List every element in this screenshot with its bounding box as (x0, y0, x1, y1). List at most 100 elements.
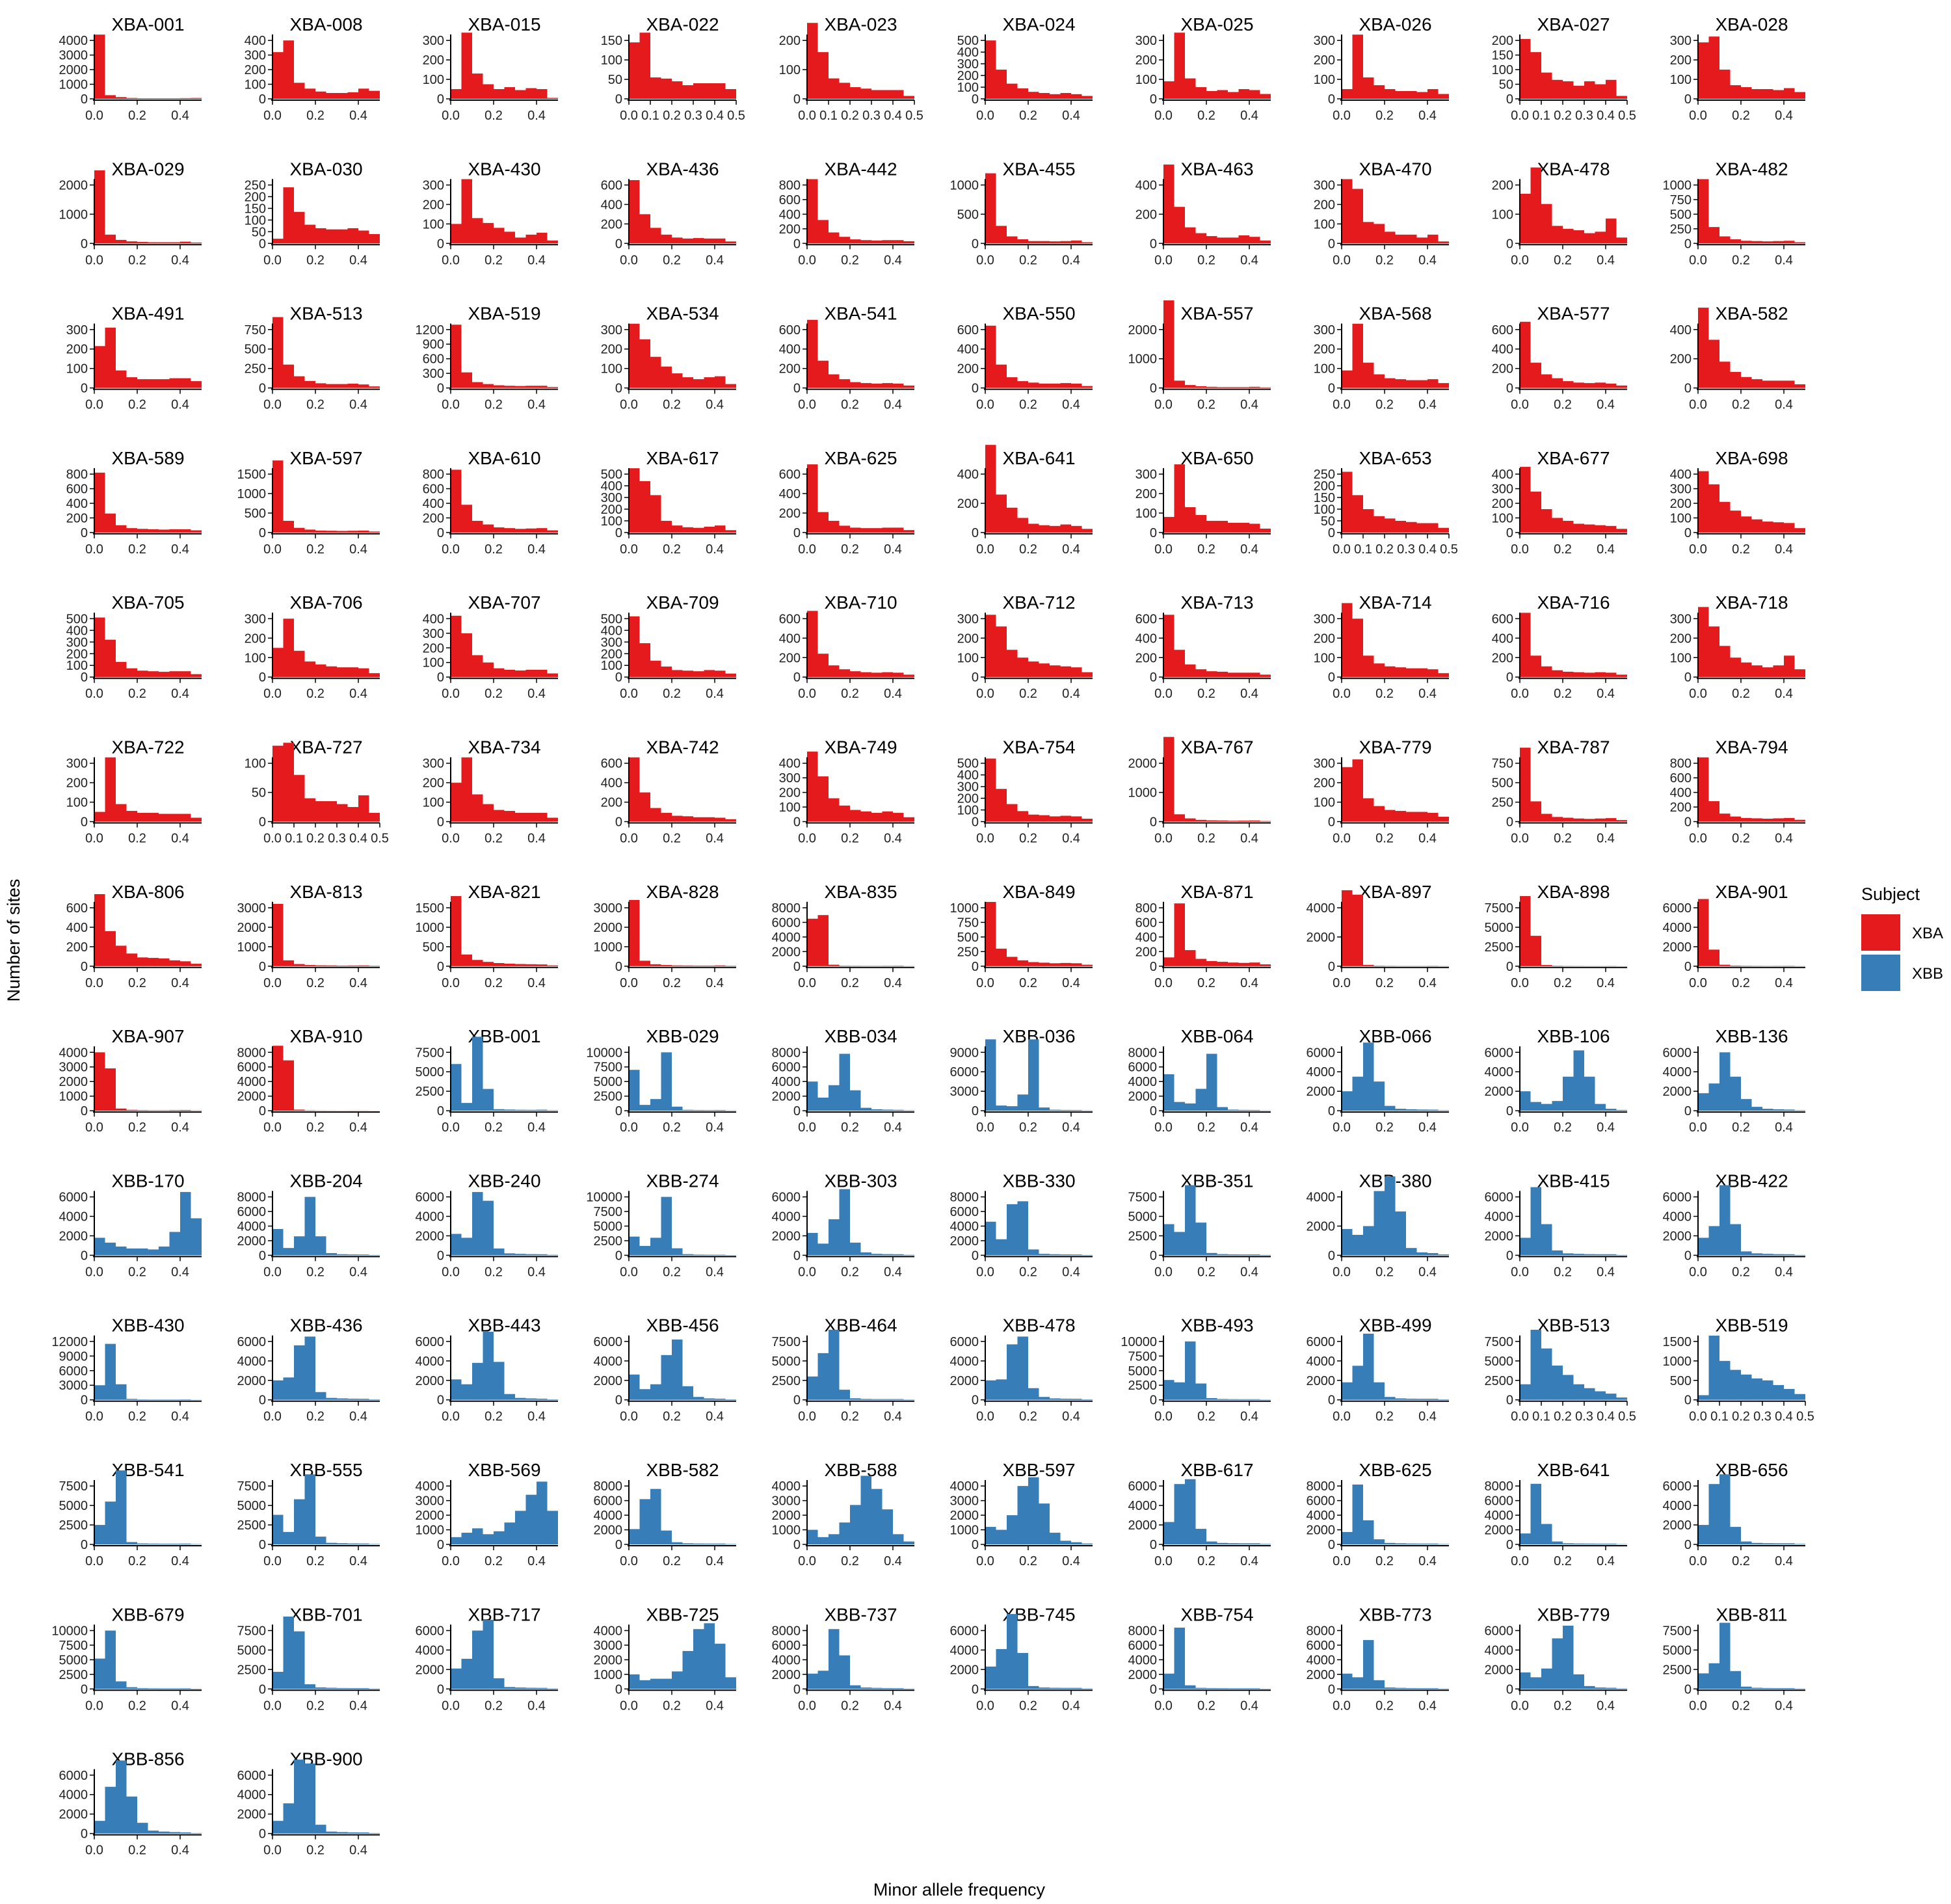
y-tick-label: 4000 (1485, 1065, 1514, 1079)
legend-title: Subject (1861, 884, 1920, 904)
histogram-bar (996, 1648, 1007, 1689)
y-tick-label: 200 (66, 647, 88, 661)
y-tick-label: 3000 (950, 1494, 979, 1509)
histogram-bar (1228, 237, 1239, 244)
histogram-bar (191, 381, 202, 388)
histogram-bar (326, 1687, 337, 1689)
x-tick-label: 0.2 (841, 1265, 859, 1279)
histogram-bar (294, 211, 305, 244)
histogram-bar (1616, 1397, 1627, 1400)
histogram-bar (1385, 666, 1396, 678)
histogram-bar (515, 1687, 526, 1689)
y-tick-label: 2500 (1485, 1374, 1514, 1388)
x-tick-label: 0.4 (1597, 1410, 1615, 1424)
x-tick-label: 0.2 (1732, 542, 1750, 557)
histogram-bar (1195, 233, 1206, 244)
x-tick-label: 0.4 (884, 976, 902, 990)
x-tick-label: 0.2 (1019, 687, 1037, 701)
histogram-bar (1427, 379, 1439, 388)
histogram-bar (1342, 767, 1353, 822)
histogram-bar (94, 617, 105, 678)
histogram-bar (547, 530, 558, 533)
histogram-bar (1363, 1640, 1374, 1689)
histogram-bar (903, 530, 914, 533)
y-tick-label: 0 (1684, 237, 1692, 251)
histogram-bar (1741, 662, 1752, 678)
histogram-bar (1174, 464, 1185, 533)
histogram-bar (347, 807, 358, 822)
histogram-bar (272, 317, 284, 388)
histogram-bar (315, 1236, 326, 1256)
histogram-bar (1427, 1109, 1439, 1111)
panel-title: XBA-710 (824, 592, 897, 613)
y-tick-label: 400 (66, 624, 88, 638)
x-tick-label: 0.4 (884, 1554, 902, 1568)
histogram-bar (839, 669, 850, 678)
y-tick-label: 500 (245, 507, 266, 521)
histogram-bar (1017, 88, 1028, 99)
x-tick-label: 0.0 (1154, 1265, 1173, 1279)
histogram-bar (725, 384, 736, 388)
x-tick-label: 0.2 (128, 1699, 146, 1713)
histogram-bar (1060, 666, 1071, 678)
x-tick-label: 0.2 (128, 1554, 146, 1568)
histogram-bar (337, 93, 348, 99)
y-tick-label: 0 (437, 526, 444, 540)
x-tick-label: 0.0 (798, 1554, 816, 1568)
histogram-bar (1762, 241, 1773, 244)
histogram-bar (1406, 668, 1417, 678)
x-tick-label: 0.0 (1154, 687, 1173, 701)
histogram-bar (1385, 1687, 1396, 1689)
histogram-bar (1238, 89, 1249, 99)
y-tick-label: 0 (437, 815, 444, 830)
histogram-bar (1438, 241, 1449, 244)
histogram-bar (829, 520, 840, 533)
histogram-bar (304, 380, 315, 388)
histogram-bar (672, 1339, 683, 1400)
histogram-bar (159, 1110, 170, 1111)
histogram-bar (504, 386, 515, 388)
histogram-bar (1228, 387, 1239, 388)
x-tick-label: 0.2 (663, 1120, 681, 1135)
histogram-bar (1039, 1107, 1050, 1111)
histogram-bar (148, 529, 159, 533)
x-tick-label: 0.0 (1154, 1699, 1173, 1713)
y-tick-label: 200 (423, 198, 444, 212)
y-tick-label: 100 (66, 362, 88, 377)
x-tick-label: 0.3 (862, 109, 881, 123)
histogram-bar (1206, 820, 1217, 822)
histogram-bar (1698, 308, 1709, 388)
y-tick-label: 800 (1135, 901, 1157, 916)
y-tick-label: 200 (1492, 651, 1513, 665)
histogram-bar (461, 1658, 472, 1689)
panel-title: XBB-274 (646, 1170, 719, 1191)
histogram-bar (1071, 816, 1082, 822)
y-tick-label: 750 (1670, 193, 1692, 207)
y-tick-label: 200 (423, 641, 444, 655)
histogram-bar (1039, 663, 1050, 678)
histogram-bar (1541, 1224, 1552, 1256)
x-tick-label: 0.0 (442, 542, 460, 557)
x-tick-label: 0.0 (442, 976, 460, 990)
y-tick-label: 0 (81, 815, 88, 830)
y-tick-label: 0 (1328, 1394, 1335, 1408)
histogram-bar (315, 1537, 326, 1544)
x-tick-label: 0.0 (1154, 1410, 1173, 1424)
histogram-bar (126, 668, 137, 678)
histogram-bar (1374, 1680, 1385, 1689)
x-tick-label: 0.2 (306, 253, 325, 267)
x-tick-label: 0.4 (884, 832, 902, 846)
y-tick-label: 300 (957, 780, 979, 795)
y-tick-label: 500 (245, 343, 266, 357)
panel-title: XBA-707 (468, 592, 540, 613)
